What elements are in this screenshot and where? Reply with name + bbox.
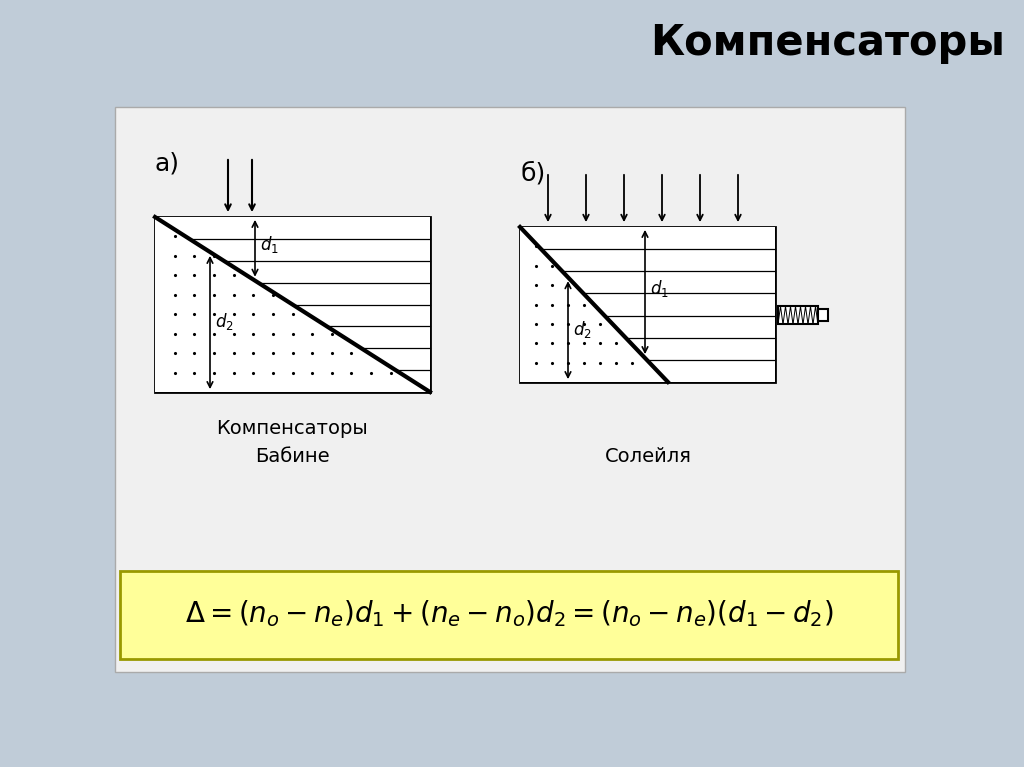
Text: $d_2$: $d_2$ — [573, 319, 592, 340]
Text: Компенсаторы: Компенсаторы — [650, 22, 1005, 64]
Text: Бабине: Бабине — [255, 447, 330, 466]
Bar — [520, 227, 775, 382]
Text: $d_2$: $d_2$ — [215, 311, 233, 333]
Text: а): а) — [155, 152, 180, 176]
Bar — [778, 306, 818, 324]
Text: Компенсаторы: Компенсаторы — [216, 419, 368, 438]
Text: $d_1$: $d_1$ — [260, 234, 279, 255]
Bar — [818, 309, 828, 321]
Bar — [115, 107, 905, 672]
Text: $\Delta = (n_o - n_e)d_1 + (n_e - n_o)d_2 = (n_o - n_e)(d_1 - d_2)$: $\Delta = (n_o - n_e)d_1 + (n_e - n_o)d_… — [184, 598, 834, 630]
Bar — [155, 217, 430, 392]
Text: $d_1$: $d_1$ — [650, 278, 669, 299]
Polygon shape — [155, 217, 430, 392]
Polygon shape — [520, 227, 668, 382]
Text: б): б) — [520, 162, 545, 186]
Text: Солейля: Солейля — [604, 447, 691, 466]
Polygon shape — [520, 227, 775, 382]
Polygon shape — [155, 217, 430, 392]
Bar — [120, 571, 898, 659]
